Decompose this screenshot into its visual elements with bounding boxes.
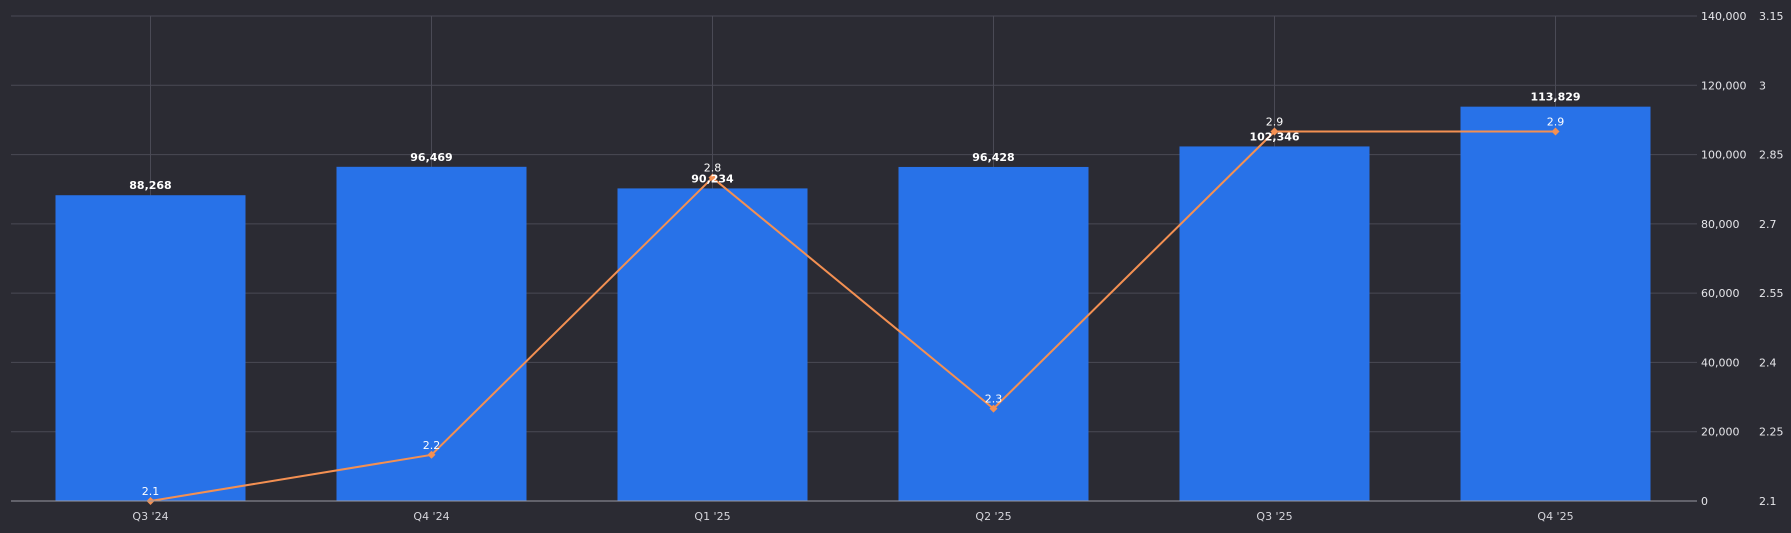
line-point bbox=[1551, 127, 1560, 136]
y-right-tick-label: 2.4 bbox=[1759, 356, 1777, 369]
y-right-tick-label: 2.1 bbox=[1759, 495, 1777, 508]
y-left-tick-label: 40,000 bbox=[1701, 356, 1740, 369]
x-tick-label: Q4 '25 bbox=[1537, 510, 1573, 523]
x-tick-label: Q1 '25 bbox=[694, 510, 730, 523]
line-point bbox=[708, 173, 717, 182]
y-right-tick-label: 2.85 bbox=[1759, 149, 1784, 162]
line-series bbox=[146, 127, 1560, 505]
x-tick-label: Q4 '24 bbox=[413, 510, 449, 523]
y-left-tick-label: 80,000 bbox=[1701, 218, 1740, 231]
bar-data-label: 96,428 bbox=[972, 151, 1014, 164]
bar-data-label: 88,268 bbox=[129, 179, 171, 192]
bar-data-label: 96,469 bbox=[410, 151, 452, 164]
y-left-tick-label: 120,000 bbox=[1701, 79, 1747, 92]
bar-data-label: 113,829 bbox=[1530, 91, 1580, 104]
y-axis-left: 0 20,000 40,000 60,000 80,000 100,000 120,000 1… bbox=[1701, 10, 1747, 508]
line-data-label: 2.2 bbox=[423, 439, 441, 452]
bar bbox=[898, 166, 1089, 501]
bar bbox=[55, 195, 246, 502]
y-left-tick-label: 140,000 bbox=[1701, 10, 1747, 23]
x-axis: Q3 '24 Q4 '24 Q1 '25 Q2 '25 Q3 '25 Q4 '25 bbox=[11, 500, 1697, 523]
line-data-label: 2.8 bbox=[704, 162, 722, 175]
bar bbox=[1179, 146, 1370, 501]
line-data-labels: 2.1 2.2 2.8 2.3 2.9 2.9 bbox=[142, 115, 1565, 498]
bar bbox=[617, 188, 808, 502]
bar-series bbox=[55, 106, 1651, 502]
line-point bbox=[427, 450, 436, 459]
bar bbox=[1460, 106, 1651, 501]
y-right-tick-label: 2.7 bbox=[1759, 218, 1777, 231]
line-data-label: 2.3 bbox=[985, 393, 1003, 406]
y-right-tick-label: 3 bbox=[1759, 79, 1766, 92]
y-right-tick-label: 2.55 bbox=[1759, 287, 1784, 300]
y-left-tick-label: 20,000 bbox=[1701, 426, 1740, 439]
x-tick-label: Q3 '25 bbox=[1256, 510, 1292, 523]
line-data-label: 2.9 bbox=[1547, 115, 1565, 128]
bar-data-label: 102,346 bbox=[1249, 130, 1299, 143]
y-left-tick-label: 0 bbox=[1701, 495, 1708, 508]
bar-data-labels: 88,268 96,469 90,234 96,428 102,346 113,829 bbox=[129, 91, 1580, 193]
line-point bbox=[989, 404, 998, 413]
y-right-tick-label: 3.15 bbox=[1759, 10, 1784, 23]
y-right-tick-label: 2.25 bbox=[1759, 426, 1784, 439]
line-data-label: 2.9 bbox=[1266, 115, 1284, 128]
x-tick-label: Q3 '24 bbox=[132, 510, 168, 523]
bar bbox=[336, 166, 527, 501]
y-left-tick-label: 60,000 bbox=[1701, 287, 1740, 300]
line-point bbox=[1270, 127, 1279, 136]
series-line bbox=[150, 130, 1556, 502]
x-tick-label: Q2 '25 bbox=[975, 510, 1011, 523]
line-data-label: 2.1 bbox=[142, 485, 160, 498]
y-left-tick-label: 100,000 bbox=[1701, 149, 1747, 162]
bar-data-label: 90,234 bbox=[691, 172, 734, 185]
y-axis-right: 2.1 2.25 2.4 2.55 2.7 2.85 3 3.15 bbox=[1759, 10, 1784, 508]
